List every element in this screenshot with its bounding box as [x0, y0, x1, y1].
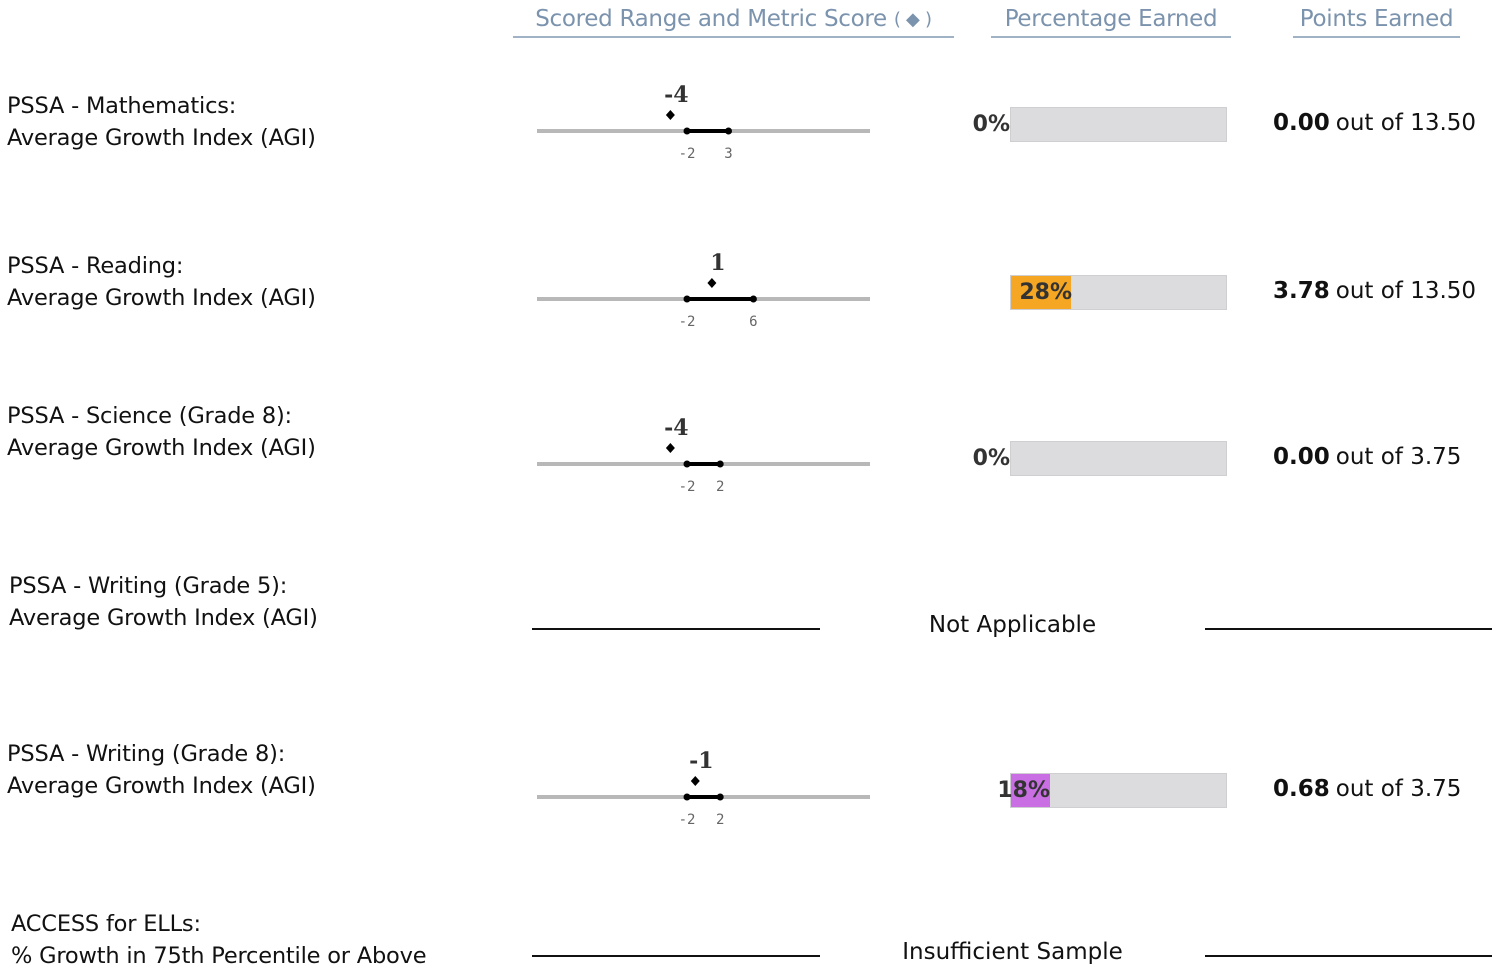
range-max-label: 6 — [749, 314, 757, 330]
metric-label-line2: Average Growth Index (AGI) — [7, 773, 316, 799]
metric-label-line1: PSSA - Writing (Grade 8): — [7, 741, 286, 767]
metric-label-line2: % Growth in 75th Percentile or Above — [11, 943, 427, 969]
percentage-bar — [1010, 441, 1227, 476]
points-out-of: out of — [1335, 110, 1403, 136]
points-earned: 0.68 out of 3.75 — [1273, 776, 1461, 802]
status-rule-left — [532, 955, 820, 957]
percentage-label: 18% — [997, 778, 1050, 803]
percentage-bar-fill — [1011, 774, 1050, 807]
percentage-label: 0% — [972, 112, 1010, 137]
percentage-label: 0% — [972, 446, 1010, 471]
points-out-of: out of — [1335, 776, 1403, 802]
metric-label: PSSA - Reading: Average Growth Index (AGI… — [7, 250, 316, 314]
metric-label-line1: PSSA - Reading: — [7, 253, 184, 279]
metric-label-line1: PSSA - Mathematics: — [7, 93, 237, 119]
header-scored-range-label: Scored Range and Metric Score — [535, 6, 887, 32]
range-max-label: 3 — [724, 146, 732, 162]
scored-range-graphic: -2 2 -1 — [537, 748, 870, 828]
percentage-bar — [1010, 773, 1227, 808]
header-points-earned: Points Earned — [1293, 6, 1460, 38]
header-percentage-label: Percentage Earned — [1004, 6, 1218, 32]
range-min-endpoint — [683, 295, 691, 303]
header-percentage-earned: Percentage Earned — [991, 6, 1231, 38]
metric-label-line2: Average Growth Index (AGI) — [7, 435, 316, 461]
metric-score-diamond — [690, 776, 700, 786]
metric-label-line2: Average Growth Index (AGI) — [7, 125, 316, 151]
metric-score-diamond — [665, 443, 675, 453]
points-max: 13.50 — [1410, 278, 1477, 304]
points-earned: 0.00 out of 3.75 — [1273, 444, 1461, 470]
points-value: 0.00 — [1273, 110, 1330, 136]
metric-label: PSSA - Mathematics: Average Growth Index … — [7, 90, 316, 154]
metric-label: PSSA - Science (Grade 8): Average Growth … — [7, 400, 316, 464]
metric-label: PSSA - Writing (Grade 5): Average Growth … — [9, 570, 318, 634]
range-max-label: 2 — [716, 812, 724, 828]
percentage-bar — [1010, 275, 1227, 310]
range-min-endpoint — [683, 127, 691, 135]
range-min-label: -2 — [679, 479, 696, 495]
range-max-endpoint — [716, 793, 724, 801]
range-min-label: -2 — [679, 812, 696, 828]
scored-range-graphic: -2 3 -4 — [537, 82, 870, 162]
metric-label-line2: Average Growth Index (AGI) — [7, 285, 316, 311]
metric-score-diamond — [707, 278, 717, 288]
scored-range-graphic: -2 2 -4 — [537, 415, 870, 495]
range-max-endpoint — [749, 295, 757, 303]
percentage-bar — [1010, 107, 1227, 142]
metric-score-label: -4 — [664, 415, 688, 441]
diamond-icon: ( ◆ ) — [893, 9, 932, 30]
status-rule-right — [1205, 955, 1492, 957]
metric-score-label: -1 — [689, 748, 713, 774]
metric-score-diamond — [665, 110, 675, 120]
percentage-bar-fill — [1011, 276, 1072, 309]
status-rule-right — [1205, 628, 1492, 630]
points-out-of: out of — [1335, 278, 1403, 304]
scored-range-graphic: -2 6 1 — [537, 250, 870, 330]
range-min-endpoint — [683, 793, 691, 801]
points-out-of: out of — [1335, 444, 1403, 470]
percentage-label: 28% — [1019, 280, 1072, 305]
metric-label-line1: PSSA - Writing (Grade 5): — [9, 573, 288, 599]
points-value: 0.68 — [1273, 776, 1330, 802]
points-value: 3.78 — [1273, 278, 1330, 304]
status-text: Not Applicable — [928, 612, 1097, 638]
range-max-endpoint — [725, 127, 732, 135]
metric-score-label: -4 — [664, 82, 688, 108]
range-min-label: -2 — [679, 314, 696, 330]
metric-score-label: 1 — [710, 250, 725, 276]
points-max: 3.75 — [1410, 444, 1462, 470]
points-earned: 3.78 out of 13.50 — [1273, 278, 1476, 304]
range-min-endpoint — [683, 460, 691, 468]
metric-label-line2: Average Growth Index (AGI) — [9, 605, 318, 631]
header-points-label: Points Earned — [1299, 6, 1454, 32]
points-max: 3.75 — [1410, 776, 1462, 802]
metric-label-line1: ACCESS for ELLs: — [11, 911, 201, 937]
points-max: 13.50 — [1410, 110, 1477, 136]
status-text: Insufficient Sample — [902, 939, 1123, 965]
range-min-label: -2 — [679, 146, 696, 162]
metric-label-line1: PSSA - Science (Grade 8): — [7, 403, 292, 429]
range-max-label: 2 — [716, 479, 724, 495]
points-earned: 0.00 out of 13.50 — [1273, 110, 1476, 136]
metric-label: PSSA - Writing (Grade 8): Average Growth … — [7, 738, 316, 802]
metric-label: ACCESS for ELLs: % Growth in 75th Percent… — [11, 908, 427, 972]
status-rule-left — [532, 628, 820, 630]
points-value: 0.00 — [1273, 444, 1330, 470]
range-max-endpoint — [716, 460, 724, 468]
header-scored-range: Scored Range and Metric Score ( ◆ ) — [513, 6, 954, 38]
